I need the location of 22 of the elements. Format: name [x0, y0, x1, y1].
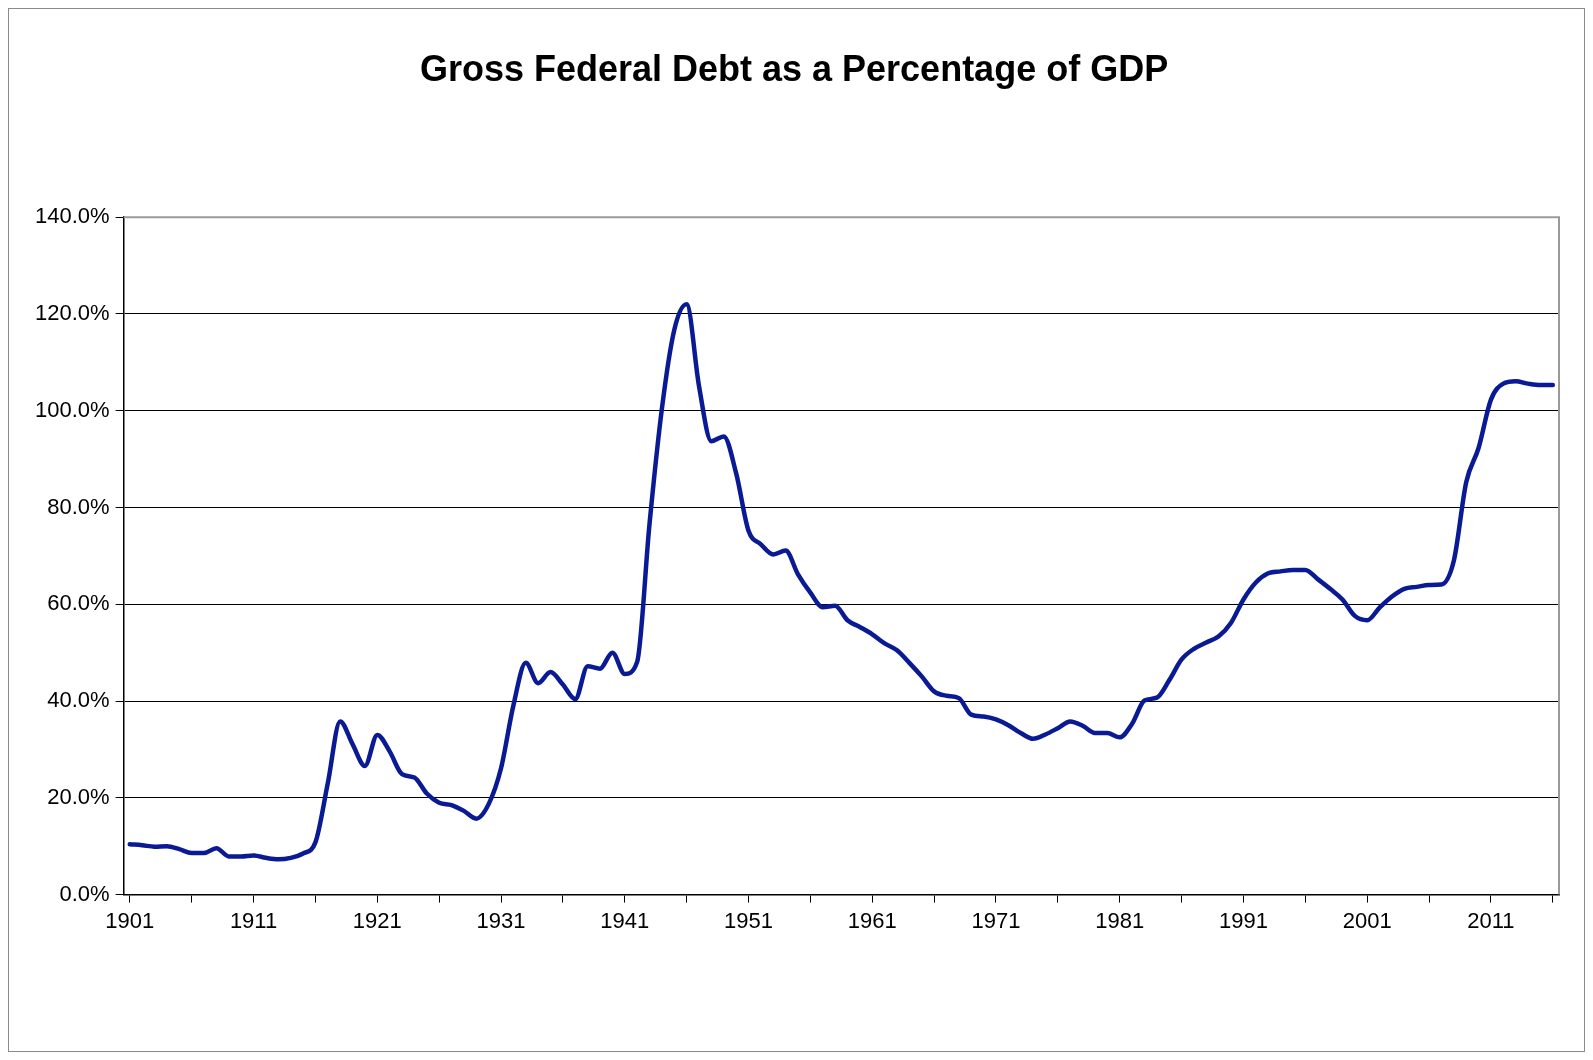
x-tick-label: 1951	[724, 907, 773, 933]
y-tick-label: 40.0%	[47, 687, 110, 713]
x-tick-label: 1961	[847, 907, 897, 933]
chart-title: Gross Federal Debt as a Percentage of GDP	[419, 47, 1169, 89]
y-tick-label: 0.0%	[59, 880, 110, 906]
x-tick-label: 1921	[352, 907, 402, 933]
x-tick-label: 1991	[1218, 907, 1268, 933]
x-tick-label: 1901	[105, 907, 155, 933]
y-tick-label: 80.0%	[47, 493, 110, 519]
y-tick-label: 100.0%	[34, 396, 110, 422]
x-tick-label: 1931	[476, 907, 526, 933]
y-tick-label: 140.0%	[34, 203, 110, 229]
x-tick-label: 2011	[1467, 907, 1515, 933]
y-tick-label: 120.0%	[34, 300, 110, 326]
x-tick-label: 1911	[229, 907, 278, 933]
x-tick-label: 1981	[1095, 907, 1145, 933]
y-tick-label: 60.0%	[47, 590, 110, 616]
x-tick-label: 1971	[971, 907, 1021, 933]
y-tick-label: 20.0%	[47, 783, 110, 809]
x-tick-label: 1941	[600, 907, 650, 933]
x-tick-label: 2001	[1342, 907, 1392, 933]
line-series	[127, 302, 1556, 862]
